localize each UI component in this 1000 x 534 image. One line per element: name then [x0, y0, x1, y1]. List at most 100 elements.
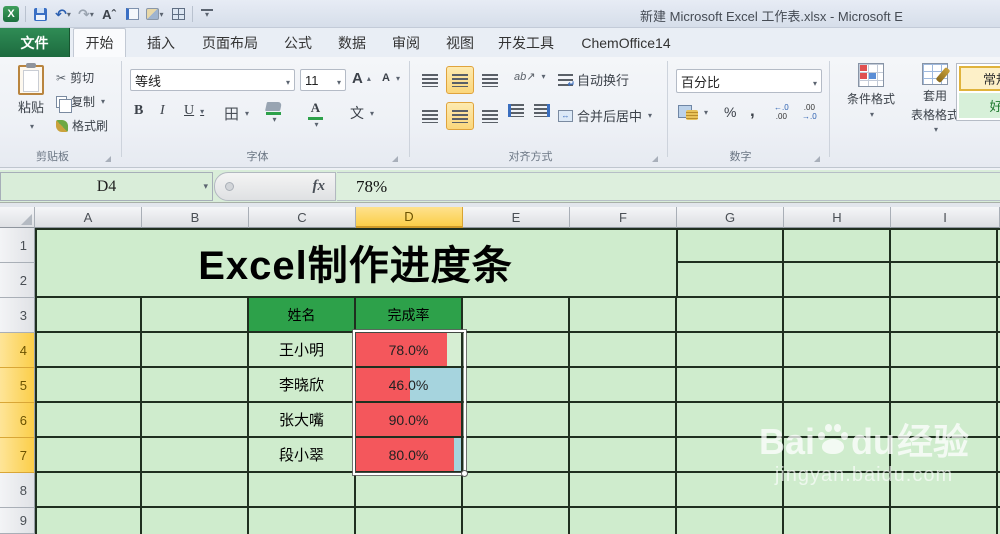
- column-header-A[interactable]: A: [35, 207, 142, 228]
- number-dialog-launcher-icon[interactable]: [814, 156, 820, 162]
- tab-developer[interactable]: 开发工具: [498, 34, 554, 51]
- comma-style-button[interactable]: ,: [750, 101, 755, 120]
- cell-D5[interactable]: 46.0%: [356, 368, 461, 401]
- font-dialog-launcher-icon[interactable]: [392, 156, 398, 162]
- number-format-dropdown[interactable]: 百分比: [676, 69, 822, 93]
- book-icon[interactable]: [123, 5, 141, 23]
- row-header-4[interactable]: 4: [0, 333, 35, 368]
- cell-C3-name-header[interactable]: 姓名: [249, 298, 354, 331]
- cell-D3-rate-header[interactable]: 完成率: [356, 298, 461, 331]
- increase-font-icon[interactable]: Aˆ: [102, 6, 116, 22]
- tab-formulas[interactable]: 公式: [284, 34, 312, 51]
- grow-font-button[interactable]: A: [352, 70, 371, 87]
- cell-style-good[interactable]: 好: [959, 93, 1000, 118]
- column-header-C[interactable]: C: [249, 207, 356, 228]
- cell-D4[interactable]: 78.0%: [356, 333, 461, 366]
- selection-marquee[interactable]: [353, 330, 468, 477]
- tab-view[interactable]: 视图: [446, 34, 474, 51]
- grid-left-border: [35, 228, 37, 534]
- align-top-button[interactable]: [418, 68, 442, 92]
- window-title: 新建 Microsoft Excel 工作表.xlsx - Microsoft …: [640, 9, 903, 24]
- tab-review[interactable]: 审阅: [392, 34, 420, 51]
- format-as-table-button[interactable]: 套用 表格格式: [906, 63, 964, 155]
- increase-decimal-icon: ←.0.00: [774, 103, 789, 121]
- tab-home[interactable]: 开始: [73, 28, 126, 57]
- percent-style-button[interactable]: %: [724, 104, 737, 120]
- cell-D6[interactable]: 90.0%: [356, 403, 461, 436]
- italic-button[interactable]: I: [160, 103, 165, 118]
- decrease-decimal-button[interactable]: .00 →.0: [802, 103, 817, 121]
- row-header-2[interactable]: 2: [0, 263, 35, 298]
- column-header-F[interactable]: F: [570, 207, 677, 228]
- cell-C5[interactable]: 李晓欣: [278, 377, 324, 394]
- increase-indent-button[interactable]: [534, 104, 550, 117]
- decrease-indent-button[interactable]: [508, 104, 524, 117]
- tab-file[interactable]: 文件: [0, 28, 70, 57]
- column-header-I[interactable]: I: [891, 207, 1000, 228]
- tab-insert[interactable]: 插入: [147, 34, 175, 51]
- font-size-dropdown[interactable]: 11: [300, 69, 346, 91]
- row-header-1[interactable]: 1: [0, 228, 35, 263]
- align-bottom-button[interactable]: [478, 68, 502, 92]
- column-header-B[interactable]: B: [142, 207, 249, 228]
- shrink-font-glyph: A: [382, 72, 390, 84]
- grid-icon[interactable]: [169, 5, 187, 23]
- name-box[interactable]: D4 ▾: [0, 172, 213, 201]
- databar-fill: [356, 403, 461, 436]
- row-header-8[interactable]: 8: [0, 473, 35, 508]
- underline-button[interactable]: U: [184, 103, 204, 119]
- orientation-button[interactable]: ab↗: [514, 70, 545, 83]
- row-header-6[interactable]: 6: [0, 403, 35, 438]
- font-color-button[interactable]: A: [308, 100, 323, 129]
- alignment-dialog-launcher-icon[interactable]: [652, 156, 658, 162]
- accounting-format-button[interactable]: [678, 105, 708, 120]
- row-header-7[interactable]: 7: [0, 438, 35, 473]
- undo-icon[interactable]: ↶ ▾: [55, 5, 71, 22]
- watermark-url: jingyan.baidu.com: [774, 464, 954, 486]
- align-left-button[interactable]: [418, 104, 442, 128]
- cell-style-normal[interactable]: 常规: [959, 66, 1000, 91]
- cell-C6[interactable]: 张大嘴: [278, 412, 324, 429]
- select-all-corner[interactable]: [0, 207, 35, 228]
- conditional-formatting-button[interactable]: 条件格式: [842, 63, 900, 155]
- wrap-text-button[interactable]: 自动换行: [558, 70, 629, 90]
- borders-button[interactable]: 田: [224, 103, 249, 124]
- column-header-G[interactable]: G: [677, 207, 784, 228]
- format-painter-button[interactable]: 格式刷: [56, 117, 108, 134]
- cell-C7[interactable]: 段小翠: [278, 447, 324, 464]
- cut-button[interactable]: ✂ 剪切: [56, 69, 94, 86]
- merge-center-button[interactable]: ↔ 合并后居中: [558, 106, 652, 125]
- align-middle-button[interactable]: [446, 66, 474, 94]
- row-header-9[interactable]: 9: [0, 508, 35, 534]
- tab-data[interactable]: 数据: [338, 34, 366, 51]
- bold-button[interactable]: B: [134, 103, 144, 118]
- row-header-5[interactable]: 5: [0, 368, 35, 403]
- clipboard-dialog-launcher-icon[interactable]: [105, 156, 111, 162]
- cell-D7[interactable]: 80.0%: [356, 438, 461, 471]
- phonetic-guide-button[interactable]: 文: [350, 103, 374, 123]
- fill-color-button[interactable]: [265, 102, 282, 124]
- copy-button[interactable]: 复制: [56, 93, 105, 113]
- font-name-dropdown[interactable]: 等线: [130, 69, 295, 91]
- fill-handle[interactable]: [461, 470, 468, 477]
- redo-icon[interactable]: ↷ ▾: [78, 5, 94, 22]
- paste-button[interactable]: 粘贴: [8, 63, 54, 143]
- column-header-D[interactable]: D: [356, 207, 463, 228]
- font-group: 等线 11 A A B I U 田: [122, 57, 409, 167]
- tab-chemoffice[interactable]: ChemOffice14: [581, 34, 671, 51]
- row-header-3[interactable]: 3: [0, 298, 35, 333]
- shrink-font-button[interactable]: A: [382, 72, 400, 84]
- column-header-H[interactable]: H: [784, 207, 891, 228]
- tab-page-layout[interactable]: 页面布局: [202, 34, 258, 51]
- increase-decimal-button[interactable]: ←.0.00: [774, 103, 789, 121]
- sheet-title-cell[interactable]: Excel制作进度条: [35, 228, 678, 298]
- align-center-button[interactable]: [446, 102, 474, 130]
- column-header-E[interactable]: E: [463, 207, 570, 228]
- customize-qat-icon[interactable]: ▾: [198, 5, 216, 23]
- insert-function-icon[interactable]: fx: [312, 178, 326, 194]
- tools-icon[interactable]: ▾: [146, 5, 164, 23]
- cell-C4[interactable]: 王小明: [278, 342, 324, 359]
- formula-input[interactable]: 78%: [337, 172, 1000, 201]
- align-right-button[interactable]: [478, 104, 502, 128]
- save-icon[interactable]: [31, 5, 49, 23]
